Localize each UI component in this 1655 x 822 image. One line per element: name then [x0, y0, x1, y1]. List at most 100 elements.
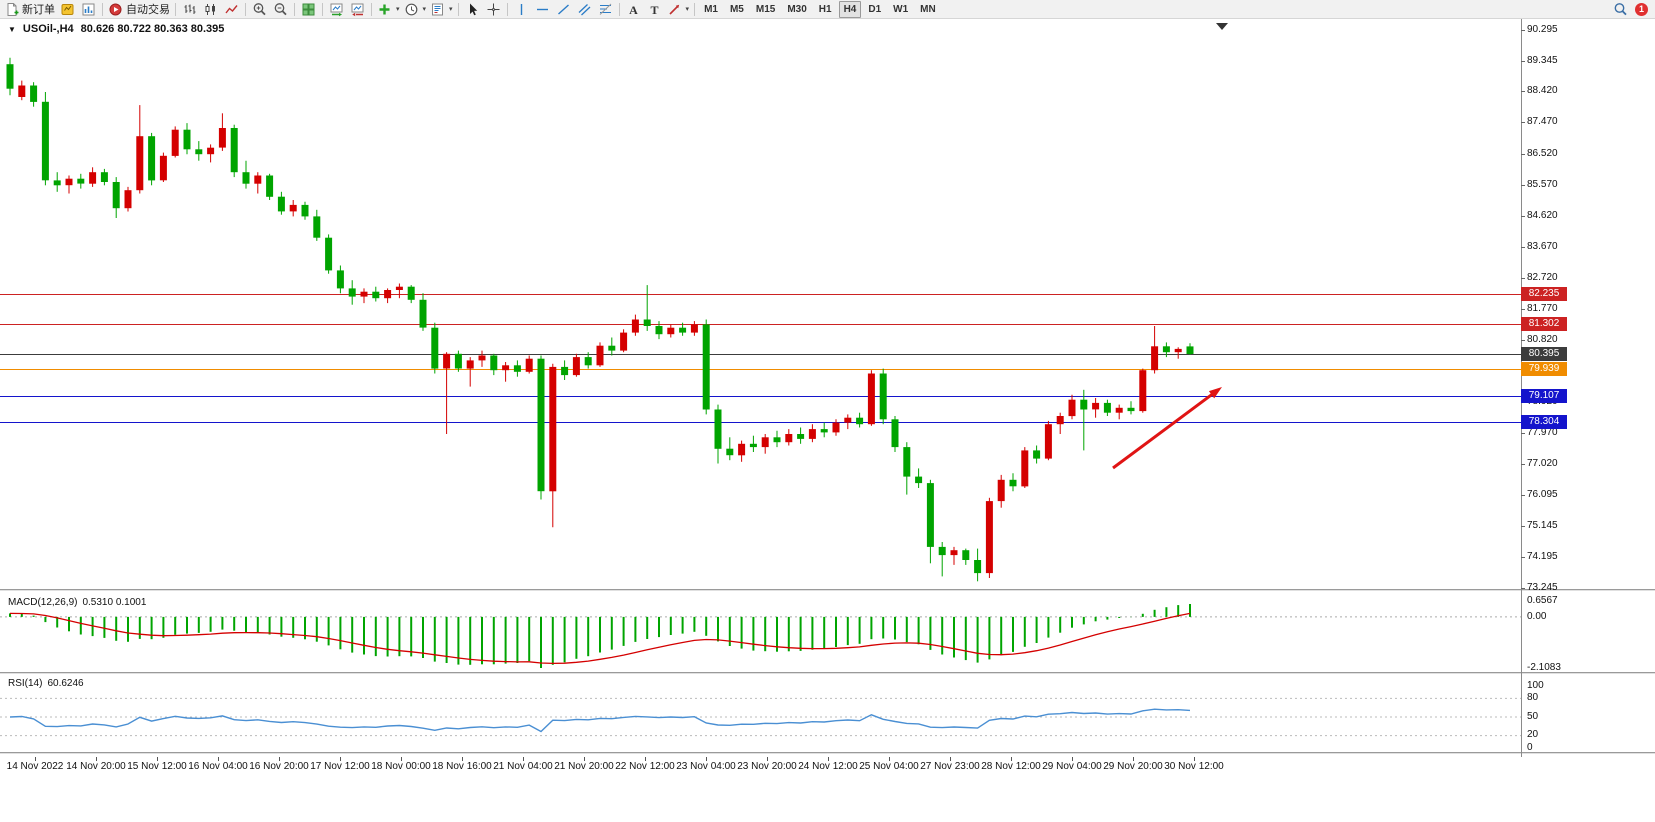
- zoom-out-button[interactable]: [270, 1, 291, 18]
- market-watch-icon: [82, 3, 95, 15]
- arrow-object-icon: [668, 4, 679, 15]
- timeframe-m1-button[interactable]: M1: [704, 3, 718, 15]
- bar-chart-button[interactable]: [179, 1, 200, 18]
- time-axis-tick: [279, 757, 280, 761]
- tile-windows-button[interactable]: [298, 1, 319, 18]
- cursor-icon: [469, 3, 477, 15]
- line-chart-icon: [225, 4, 238, 13]
- clock-icon: [405, 3, 417, 15]
- indicators-button[interactable]: ▾: [375, 1, 402, 18]
- line-chart-button[interactable]: [221, 1, 242, 18]
- time-axis-tick: [706, 757, 707, 761]
- macd-axis-label: 0.6567: [1527, 595, 1558, 606]
- macd-panel[interactable]: [0, 594, 1655, 672]
- time-axis-tick: [584, 757, 585, 761]
- time-axis-tick: [523, 757, 524, 761]
- time-axis-label: 16 Nov 20:00: [249, 761, 309, 772]
- timeframe-mn-button[interactable]: MN: [920, 3, 936, 15]
- macd-indicator-label: MACD(12,26,9) 0.5310 0.1001: [8, 597, 146, 608]
- text-button[interactable]: A: [623, 1, 644, 18]
- chart-shift-button[interactable]: [347, 1, 368, 18]
- search-button[interactable]: [1610, 1, 1631, 18]
- macd-axis-label: -2.1083: [1527, 662, 1561, 673]
- main-chart-plot-area[interactable]: [0, 19, 1521, 589]
- templates-button[interactable]: ▾: [428, 1, 455, 18]
- price-axis-tick: [1521, 30, 1525, 31]
- time-axis-label: 29 Nov 20:00: [1103, 761, 1163, 772]
- price-axis-label: 74.195: [1527, 550, 1558, 562]
- cursor-button[interactable]: [462, 1, 483, 18]
- chevron-down-icon: ▾: [396, 6, 400, 13]
- autotrading-icon: [109, 3, 122, 15]
- timeframe-h1-button[interactable]: H1: [818, 3, 832, 15]
- price-axis-label: 84.620: [1527, 209, 1558, 221]
- svg-text:T: T: [650, 3, 658, 17]
- fibonacci-button[interactable]: [595, 1, 616, 18]
- time-axis[interactable]: [0, 757, 1655, 822]
- autotrading-button[interactable]: 自动交易: [106, 1, 172, 18]
- vertical-line-button[interactable]: [511, 1, 532, 18]
- rsi-value: 60.6246: [47, 678, 84, 689]
- arrows-button[interactable]: ▾: [665, 1, 692, 18]
- zoom-in-icon: [253, 2, 266, 15]
- channel-button[interactable]: [574, 1, 595, 18]
- metaeditor-icon: [61, 3, 74, 15]
- price-axis-tick: [1521, 309, 1525, 310]
- symbol-timeframe-label: USOil-,H4: [22, 23, 74, 35]
- autotrading-label: 自动交易: [126, 4, 170, 16]
- new-order-button[interactable]: 新订单: [3, 1, 57, 18]
- toolbar: 新订单 自动交易: [0, 0, 1655, 19]
- toolbar-separator: [694, 2, 696, 16]
- price-axis-tick: [1521, 91, 1525, 92]
- auto-scroll-icon: [330, 3, 343, 16]
- timeframe-m30-button[interactable]: M30: [787, 3, 807, 15]
- time-axis-label: 17 Nov 12:00: [310, 761, 370, 772]
- toolbar-separator: [506, 2, 508, 16]
- panel-separator[interactable]: [0, 589, 1655, 592]
- price-axis-tick: [1521, 433, 1525, 434]
- zoom-in-button[interactable]: [249, 1, 270, 18]
- price-axis[interactable]: [1521, 19, 1655, 589]
- text-label-button[interactable]: T: [644, 1, 665, 18]
- fibonacci-icon: [599, 3, 611, 15]
- notification-badge[interactable]: 1: [1635, 2, 1648, 16]
- timeframe-h4-button[interactable]: H4: [838, 0, 862, 18]
- price-axis-label: 73.245: [1527, 582, 1558, 593]
- time-axis-label: 15 Nov 12:00: [127, 761, 187, 772]
- metaeditor-button[interactable]: [57, 1, 78, 18]
- timeframe-m15-button[interactable]: M15: [755, 3, 776, 15]
- periods-button[interactable]: ▾: [402, 1, 429, 18]
- price-axis-tick: [1521, 340, 1525, 341]
- horizontal-line-button[interactable]: [532, 1, 553, 18]
- price-line-value-box: 79.107: [1521, 389, 1567, 404]
- crosshair-button[interactable]: [483, 1, 504, 18]
- panel-separator[interactable]: [0, 672, 1655, 675]
- timeframe-w1-button[interactable]: W1: [893, 3, 909, 15]
- price-axis-tick: [1521, 557, 1525, 558]
- time-axis-tick: [157, 757, 158, 761]
- chart-shift-icon: [351, 3, 364, 16]
- auto-scroll-button[interactable]: [326, 1, 347, 18]
- time-axis-label: 18 Nov 00:00: [371, 761, 431, 772]
- time-axis-tick: [1133, 757, 1134, 761]
- price-axis-tick: [1521, 61, 1525, 62]
- rsi-panel[interactable]: [0, 677, 1655, 752]
- svg-text:A: A: [629, 3, 638, 17]
- price-axis-label: 82.720: [1527, 271, 1558, 283]
- trendline-button[interactable]: [553, 1, 574, 18]
- zoom-out-icon: [274, 2, 287, 15]
- rsi-axis-label: 50: [1527, 711, 1539, 722]
- timeframe-m5-button[interactable]: M5: [729, 3, 744, 15]
- price-axis-tick: [1521, 247, 1525, 248]
- new-order-icon: [7, 2, 19, 16]
- price-axis-tick: [1521, 526, 1525, 527]
- time-axis-tick: [218, 757, 219, 761]
- market-watch-button[interactable]: [78, 1, 99, 18]
- symbol-dropdown-icon[interactable]: ▼: [8, 24, 16, 34]
- time-axis-label: 21 Nov 20:00: [554, 761, 614, 772]
- candlestick-chart-button[interactable]: [200, 1, 221, 18]
- price-axis-label: 88.420: [1527, 85, 1558, 97]
- panel-separator[interactable]: [0, 752, 1655, 755]
- timeframe-d1-button[interactable]: D1: [868, 3, 882, 15]
- price-axis-label: 89.345: [1527, 55, 1558, 67]
